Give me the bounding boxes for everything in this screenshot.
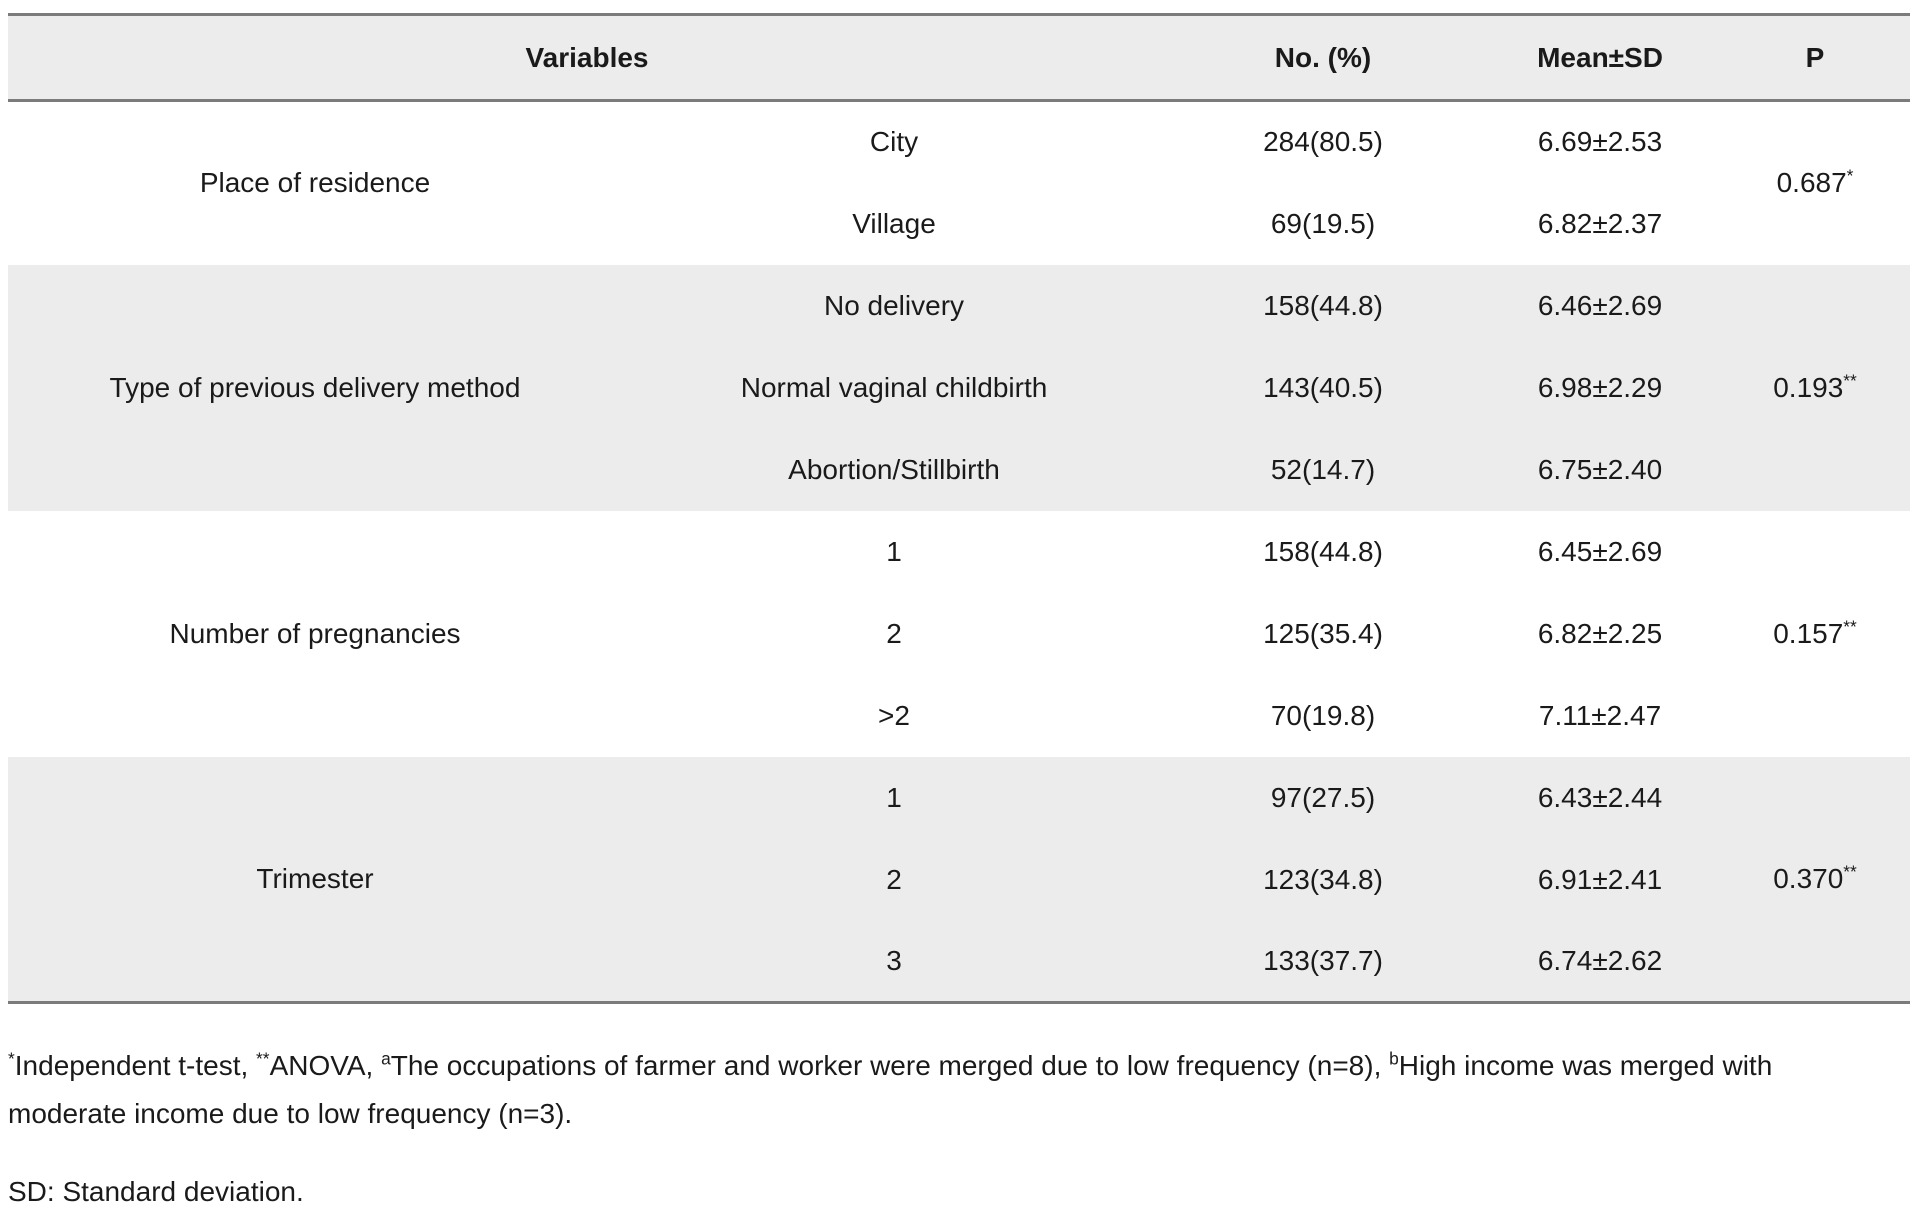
footnote-marker: * (8, 1048, 15, 1069)
category-cell: 2 (622, 838, 1167, 921)
mean-sd-cell: 7.11±2.47 (1480, 674, 1721, 757)
no-pct-cell: 158(44.8) (1166, 510, 1481, 593)
no-pct-cell: 158(44.8) (1166, 264, 1481, 347)
mean-sd-cell: 6.69±2.53 (1480, 100, 1721, 183)
mean-sd-cell: 6.45±2.69 (1480, 510, 1721, 593)
statistics-table: Variables No. (%) Mean±SD P Place of res… (8, 13, 1911, 1004)
footnotes: *Independent t-test, **ANOVA, aThe occup… (8, 1042, 1798, 1216)
p-significance-marker: ** (1843, 616, 1857, 637)
category-cell: 3 (622, 920, 1167, 1003)
table-header: Variables No. (%) Mean±SD P (8, 13, 1911, 102)
p-value-cell: 0.370** (1720, 756, 1911, 1003)
no-pct-cell: 69(19.5) (1166, 182, 1481, 265)
footnote-text: The occupations of farmer and worker wer… (390, 1050, 1390, 1081)
no-pct-cell: 52(14.7) (1166, 428, 1481, 511)
variable-name-cell: Type of previous delivery method (8, 264, 622, 511)
category-cell: No delivery (622, 264, 1167, 347)
table-row: Type of previous delivery method No deliv… (8, 264, 1911, 511)
table-row: 2 125(35.4) 6.82±2.25 (8, 592, 1910, 675)
table-row: Trimester 1 97(27.5) 6.43±2.44 0.370** (8, 756, 1911, 1003)
no-pct-cell: 70(19.8) (1166, 674, 1481, 757)
category-cell: 2 (622, 592, 1167, 675)
table-row: 3 133(37.7) 6.74±2.62 (8, 920, 1910, 1003)
footnote-text: High income was merged with moderate inc… (8, 1050, 1773, 1129)
p-value: 0.193 (1773, 371, 1844, 403)
table-body: Place of residence City 284(80.5) 6.69±2.53… (8, 100, 1911, 1003)
table-row: Normal vaginal childbirth 143(40.5) 6.98±2… (8, 346, 1910, 429)
header-variables: Variables (8, 13, 1167, 102)
table-row: Village 69(19.5) 6.82±2.37 (8, 182, 1910, 265)
no-pct-cell: 284(80.5) (1166, 100, 1481, 183)
no-pct-cell: 123(34.8) (1166, 838, 1481, 921)
category-cell: >2 (622, 674, 1167, 757)
mean-sd-cell: 6.46±2.69 (1480, 264, 1721, 347)
mean-sd-cell: 6.98±2.29 (1480, 346, 1721, 429)
footnote-text: Independent t-test, (14, 1050, 257, 1081)
header-no-pct: No. (%) (1166, 13, 1481, 102)
no-pct-cell: 143(40.5) (1166, 346, 1481, 429)
table-row: Number of pregnancies 1 158(44.8) 6.45±2.69… (8, 510, 1911, 757)
no-pct-cell: 125(35.4) (1166, 592, 1481, 675)
table-row: 2 123(34.8) 6.91±2.41 (8, 838, 1910, 921)
p-value: 0.687 (1776, 167, 1847, 199)
category-cell: Village (622, 182, 1167, 265)
header-row: Variables No. (%) Mean±SD P (8, 13, 1911, 102)
no-pct-cell: 133(37.7) (1166, 920, 1481, 1003)
variable-name-cell: Number of pregnancies (8, 510, 622, 757)
p-value-cell: 0.687* (1720, 100, 1911, 265)
p-significance-marker: * (1846, 165, 1854, 186)
footnote-marker: b (1389, 1048, 1399, 1069)
table-row: Abortion/Stillbirth 52(14.7) 6.75±2.40 (8, 428, 1910, 511)
mean-sd-cell: 6.43±2.44 (1480, 756, 1721, 839)
p-significance-marker: ** (1843, 861, 1857, 882)
p-value: 0.157 (1773, 617, 1844, 649)
header-p: P (1720, 13, 1911, 102)
footnote-marker: a (381, 1048, 391, 1069)
no-pct-cell: 97(27.5) (1166, 756, 1481, 839)
mean-sd-cell: 6.91±2.41 (1480, 838, 1721, 921)
footnote-statistics: *Independent t-test, **ANOVA, aThe occup… (8, 1042, 1798, 1138)
category-cell: Abortion/Stillbirth (622, 428, 1167, 511)
table-row: >2 70(19.8) 7.11±2.47 (8, 674, 1910, 757)
category-cell: 1 (622, 510, 1167, 593)
mean-sd-cell: 6.82±2.25 (1480, 592, 1721, 675)
table-row: Place of residence City 284(80.5) 6.69±2.53… (8, 100, 1911, 265)
variable-name-cell: Trimester (8, 756, 622, 1003)
footnote-marker: ** (256, 1048, 270, 1069)
mean-sd-cell: 6.75±2.40 (1480, 428, 1721, 511)
header-mean-sd: Mean±SD (1480, 13, 1721, 102)
category-cell: 1 (622, 756, 1167, 839)
category-cell: Normal vaginal childbirth (622, 346, 1167, 429)
p-significance-marker: ** (1843, 370, 1857, 391)
mean-sd-cell: 6.74±2.62 (1480, 920, 1721, 1003)
p-value-cell: 0.193** (1720, 264, 1911, 511)
p-value-cell: 0.157** (1720, 510, 1911, 757)
footnote-text: ANOVA, (269, 1050, 382, 1081)
p-value: 0.370 (1773, 862, 1844, 894)
category-cell: City (622, 100, 1167, 183)
mean-sd-cell: 6.82±2.37 (1480, 182, 1721, 265)
footnote-sd: SD: Standard deviation. (8, 1176, 304, 1207)
variable-name-cell: Place of residence (8, 100, 622, 265)
